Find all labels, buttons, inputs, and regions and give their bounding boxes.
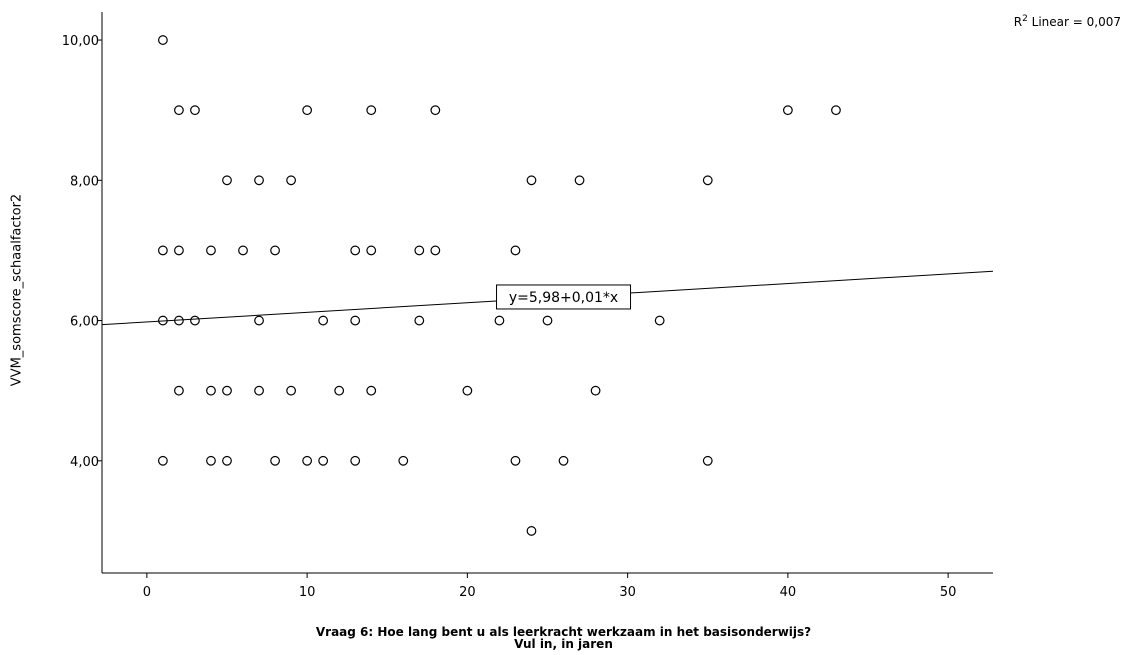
y-tick-label: 6,00 <box>70 315 99 330</box>
data-point <box>526 526 537 536</box>
data-point <box>174 315 184 326</box>
x-tick-label: 0 <box>143 585 151 600</box>
data-point <box>574 175 585 186</box>
data-point <box>270 245 280 256</box>
data-point <box>222 175 232 186</box>
data-point <box>702 455 713 466</box>
x-axis-label-line-2: Vul in, in jaren <box>514 637 613 651</box>
data-point <box>350 315 361 326</box>
data-point <box>334 385 345 396</box>
data-point <box>157 315 168 326</box>
data-point <box>254 315 264 326</box>
data-point <box>366 245 377 256</box>
data-point <box>430 105 441 116</box>
data-point <box>190 315 200 326</box>
x-tick-label: 10 <box>299 585 316 600</box>
equation-box <box>496 284 632 310</box>
data-point <box>782 105 793 116</box>
data-point <box>174 245 184 256</box>
data-point <box>542 315 553 326</box>
data-point <box>510 245 521 256</box>
data-point <box>254 175 264 186</box>
x-tick-label: 20 <box>459 585 476 600</box>
x-tick-label: 50 <box>940 585 957 600</box>
data-point <box>206 245 216 256</box>
data-point <box>318 315 329 326</box>
y-axis-label: VVM_somscore_schaalfactor2 <box>9 193 25 387</box>
data-point <box>222 385 232 396</box>
data-point <box>366 105 377 116</box>
data-point <box>254 385 264 396</box>
data-point <box>494 315 505 326</box>
y-tick-label: 4,00 <box>70 455 99 470</box>
data-point <box>526 175 537 186</box>
data-point <box>350 455 361 466</box>
data-point <box>558 455 569 466</box>
data-point <box>430 245 441 256</box>
data-point <box>414 315 425 326</box>
data-point <box>462 385 473 396</box>
data-point <box>286 175 296 186</box>
data-point <box>831 105 841 116</box>
data-point <box>190 105 200 116</box>
data-point <box>157 245 168 256</box>
x-tick-label: 40 <box>780 585 797 600</box>
y-tick-label: 8,00 <box>70 174 99 189</box>
data-point <box>366 385 377 396</box>
x-tick-label: 30 <box>619 585 636 600</box>
data-point <box>157 455 168 466</box>
x-axis-label: Vraag 6: Hoe lang bent u als leerkracht … <box>0 626 1127 650</box>
data-point <box>174 105 184 116</box>
y-tick-label: 10,00 <box>62 34 99 49</box>
data-point <box>350 245 361 256</box>
data-point <box>206 385 216 396</box>
x-axis-label-line-1: Vraag 6: Hoe lang bent u als leerkracht … <box>315 625 812 639</box>
data-point <box>302 455 313 466</box>
data-point <box>702 175 713 186</box>
data-points <box>157 35 841 536</box>
r2-linear-label: R2 Linear = 0,007 <box>1013 14 1121 29</box>
equation-label: y=5,98+0,01*x <box>509 290 618 306</box>
data-point <box>286 385 296 396</box>
data-point <box>238 245 248 256</box>
data-point <box>222 455 232 466</box>
tick-labels: 0 10 20 30 40 50 4,00 6,00 8,00 10,00 <box>62 34 957 600</box>
data-point <box>398 455 409 466</box>
data-point <box>510 455 521 466</box>
data-point <box>318 455 329 466</box>
data-point <box>157 35 168 45</box>
data-point <box>414 245 425 256</box>
data-point <box>174 385 184 396</box>
data-point <box>590 385 601 396</box>
data-point <box>270 455 280 466</box>
axes <box>97 12 993 578</box>
data-point <box>206 455 216 466</box>
equation-label-group: y=5,98+0,01*x <box>496 284 632 310</box>
data-point <box>654 315 665 326</box>
data-point <box>302 105 313 116</box>
